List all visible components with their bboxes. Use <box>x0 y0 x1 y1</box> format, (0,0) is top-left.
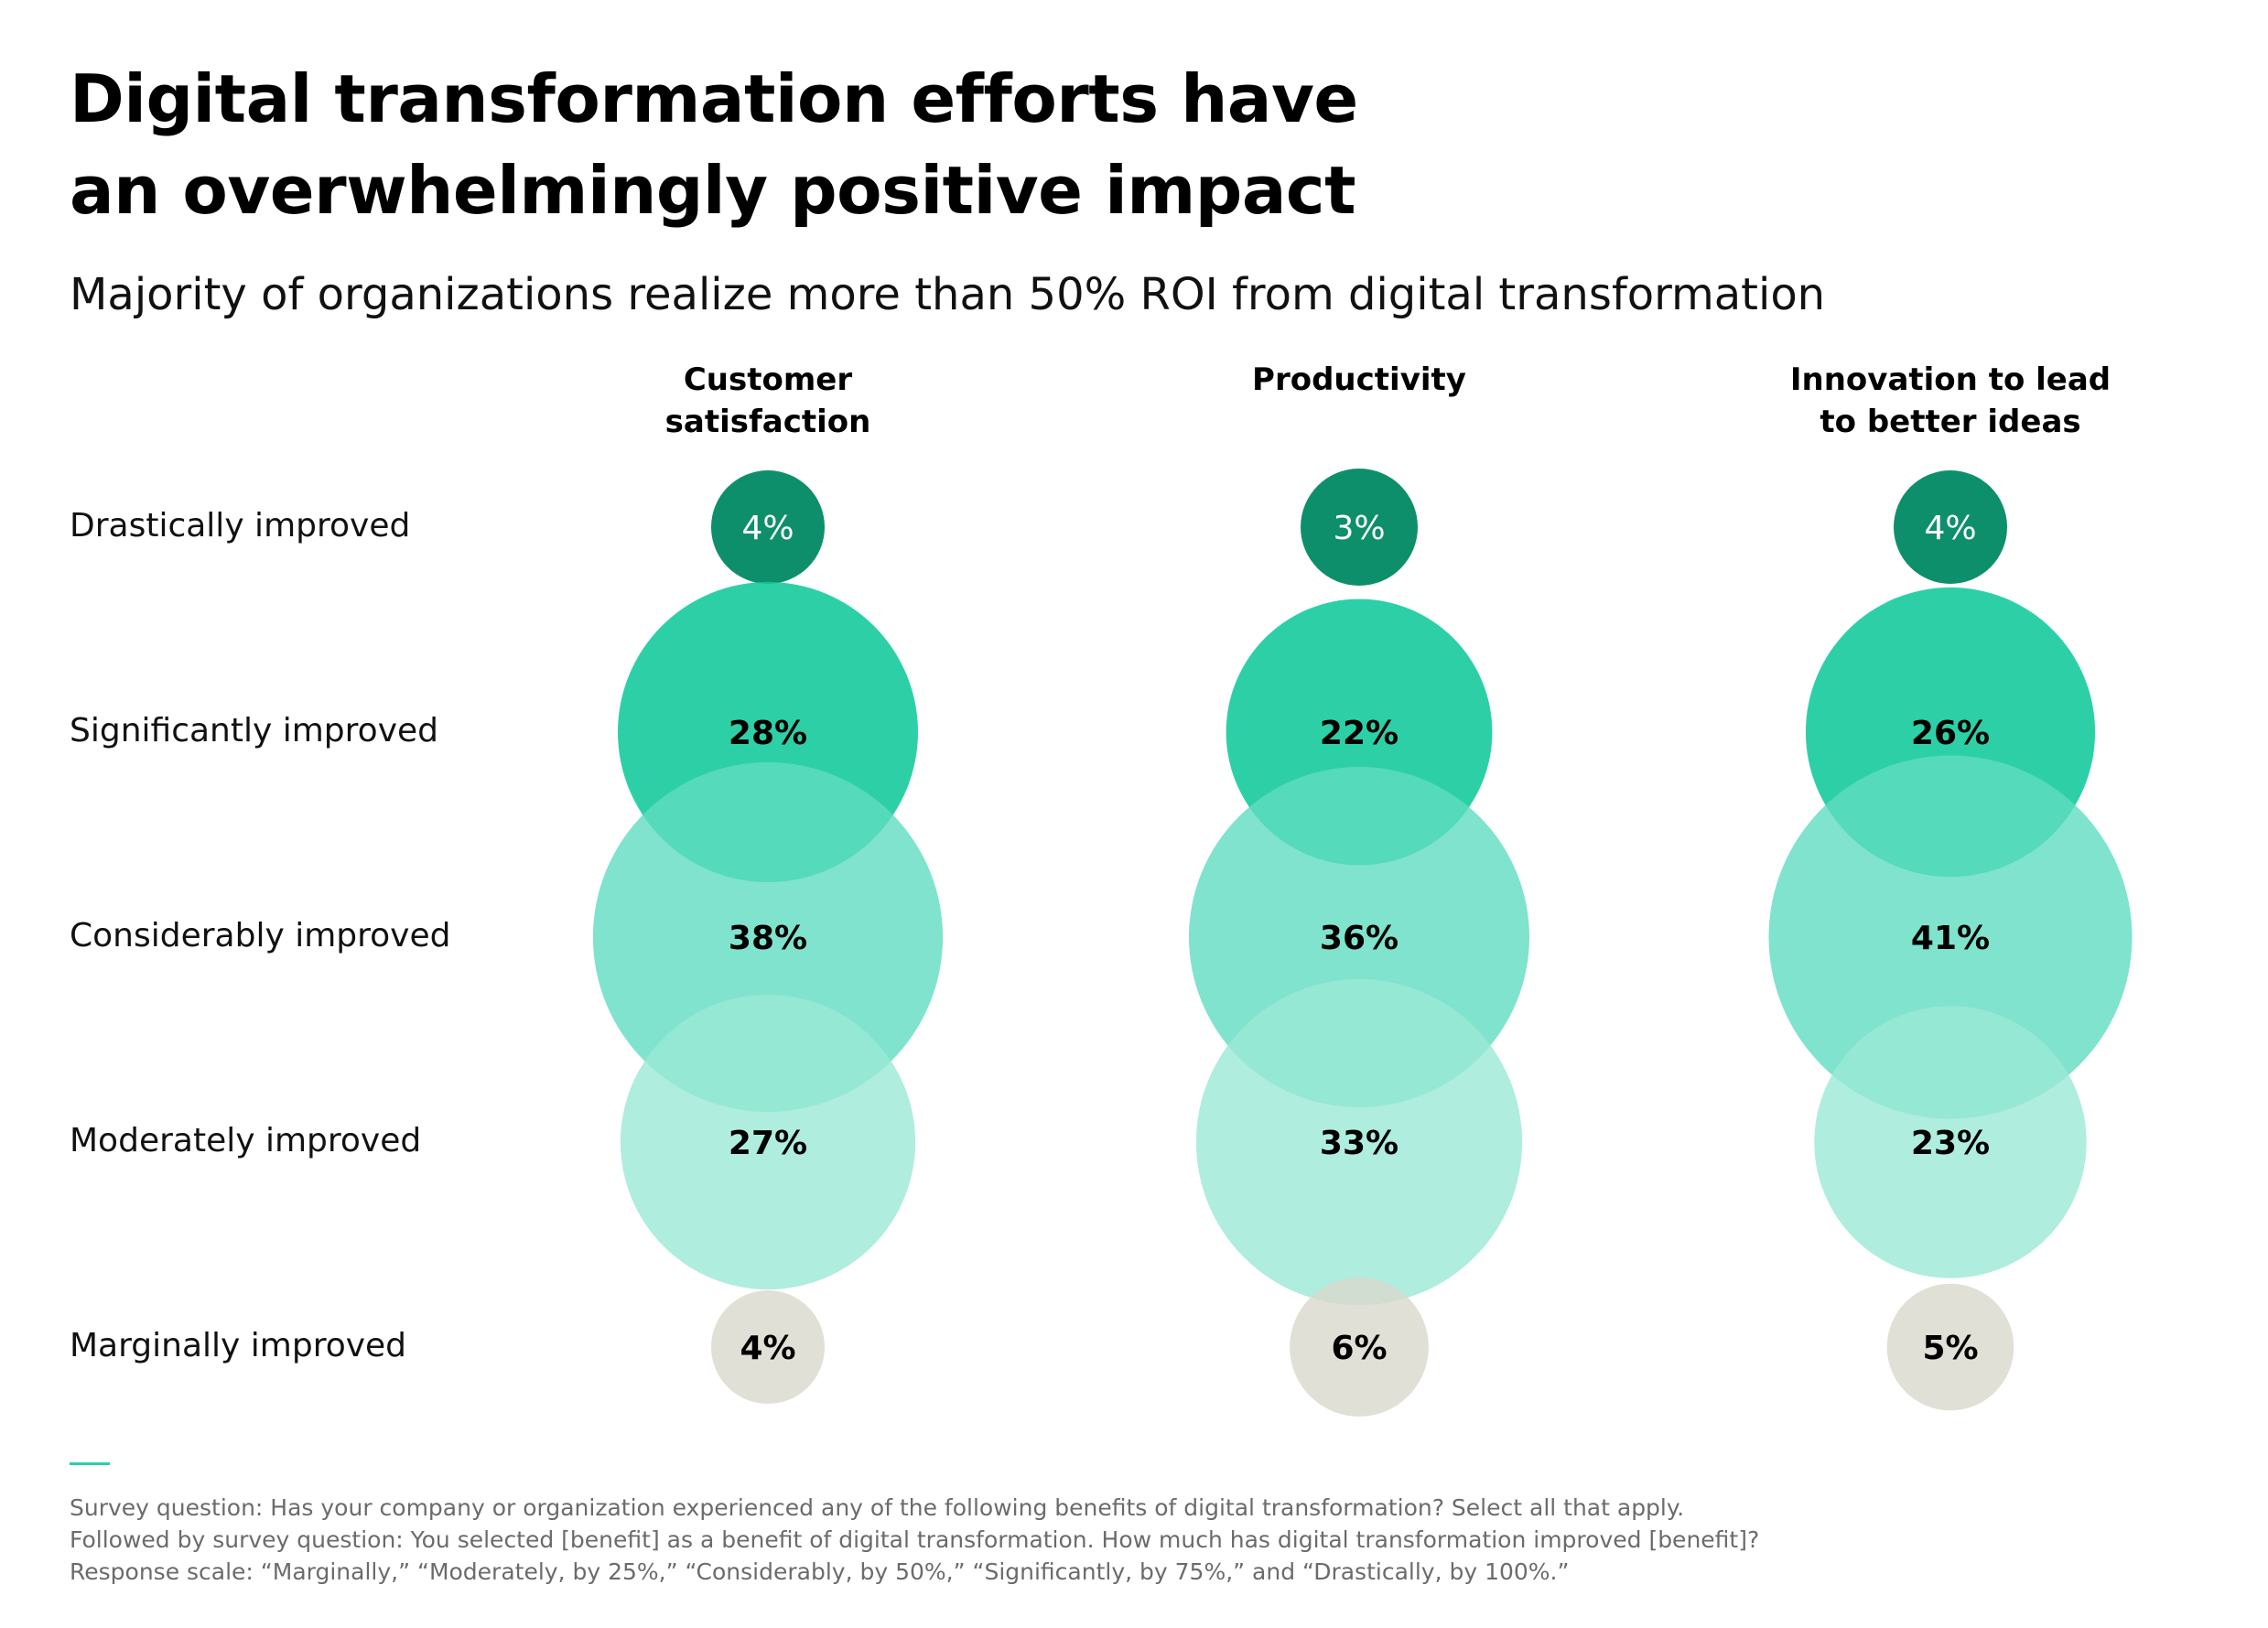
data-label-drastically-2: 4% <box>1924 510 1976 547</box>
footnote-line: Followed by survey question: You selecte… <box>70 1526 1760 1553</box>
data-label-drastically-0: 4% <box>741 510 794 547</box>
footnote-divider <box>70 1462 110 1465</box>
column-header-line: satisfaction <box>664 404 871 440</box>
column-header-customer-satisfaction: Customer satisfaction <box>557 359 978 443</box>
data-label-marginally-1: 6% <box>1331 1330 1387 1367</box>
row-label-significantly: Significantly improved <box>70 712 438 749</box>
column-header-productivity: Productivity <box>1149 359 1570 401</box>
bubble-layer <box>592 469 2133 1417</box>
column-header-line: Customer <box>683 361 853 398</box>
data-label-moderately-1: 33% <box>1320 1125 1399 1162</box>
footnote-line: Survey question: Has your company or org… <box>70 1494 1685 1521</box>
bubble-marginally-1 <box>1290 1278 1429 1417</box>
column-header-innovation: Innovation to lead to better ideas <box>1740 359 2161 443</box>
data-label-considerably-1: 36% <box>1320 920 1399 957</box>
data-label-considerably-2: 41% <box>1911 920 1990 957</box>
data-label-moderately-2: 23% <box>1911 1125 1990 1162</box>
row-label-marginally: Marginally improved <box>70 1327 407 1364</box>
bubble-moderately-2 <box>1814 1006 2087 1278</box>
bubble-moderately-1 <box>1195 978 1523 1306</box>
column-header-line: Productivity <box>1252 361 1466 398</box>
footnote-line: Response scale: “Marginally,” “Moderatel… <box>70 1558 1570 1585</box>
column-header-line: Innovation to lead <box>1789 361 2111 398</box>
data-label-significantly-0: 28% <box>729 715 807 752</box>
data-label-drastically-1: 3% <box>1333 510 1385 547</box>
title-line: Digital transformation efforts have <box>70 60 1358 137</box>
data-label-marginally-2: 5% <box>1922 1330 1978 1367</box>
bubble-drastically-0 <box>711 470 825 584</box>
chart-subtitle: Majority of organizations realize more t… <box>70 269 1826 320</box>
bubble-drastically-2 <box>1894 470 2007 584</box>
data-label-moderately-0: 27% <box>729 1125 807 1162</box>
bubble-marginally-2 <box>1886 1283 2014 1411</box>
data-label-significantly-2: 26% <box>1911 715 1990 752</box>
data-label-significantly-1: 22% <box>1320 715 1399 752</box>
row-label-drastically: Drastically improved <box>70 507 411 544</box>
data-label-marginally-0: 4% <box>740 1330 795 1367</box>
label-layer: 4% 3% 4% 28% 22% 26% 38% 36% 41% 27% 33% 23% 4% 6% 5% <box>729 510 1990 1367</box>
data-label-considerably-0: 38% <box>729 920 807 957</box>
footnote: Survey question: Has your company or org… <box>70 1492 1759 1588</box>
column-header-line: to better ideas <box>1820 404 2081 440</box>
chart-title: Digital transformation efforts have an o… <box>70 53 1534 236</box>
bubble-moderately-0 <box>620 994 916 1290</box>
row-label-moderately: Moderately improved <box>70 1122 422 1159</box>
bubble-considerably-2 <box>1768 755 2133 1119</box>
bubble-marginally-0 <box>711 1290 825 1404</box>
row-label-considerably: Considerably improved <box>70 917 451 954</box>
bubble-drastically-1 <box>1301 469 1418 586</box>
title-line: an overwhelmingly positive impact <box>70 152 1356 229</box>
